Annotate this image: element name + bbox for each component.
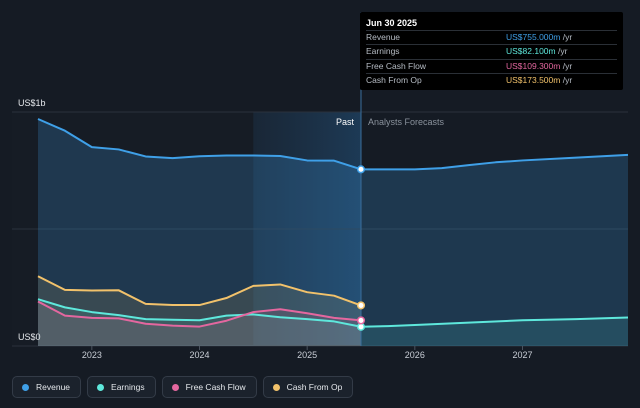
- legend-label: Revenue: [36, 382, 71, 392]
- legend-free-cash-flow-button[interactable]: Free Cash Flow: [161, 376, 257, 398]
- past-label: Past: [336, 117, 355, 127]
- tooltip-row-cash-from-op: Cash From Op US$173.500m /yr: [366, 72, 617, 87]
- revenue-line: [37, 118, 629, 171]
- x-tick-label: 2023: [82, 350, 102, 360]
- hover-markers: [356, 165, 366, 331]
- x-tick-label: 2027: [512, 350, 532, 360]
- revenue-area: [38, 119, 628, 347]
- tooltip-row-earnings: Earnings US$82.100m /yr: [366, 44, 617, 58]
- forecast-label: Analysts Forecasts: [368, 117, 445, 127]
- free-cash-flow-dot-icon: [171, 383, 179, 391]
- tooltip-label: Cash From Op: [366, 74, 422, 85]
- earnings-marker: [356, 322, 366, 331]
- cash-from-op-dot-icon: [272, 383, 280, 391]
- tooltip: Jun 30 2025 Revenue US$755.000m /yr Earn…: [360, 12, 623, 90]
- y-axis-bottom-label: US$0: [18, 332, 41, 342]
- tooltip-row-revenue: Revenue US$755.000m /yr: [366, 30, 617, 44]
- tooltip-date: Jun 30 2025: [366, 18, 418, 28]
- series-layer: [37, 118, 629, 347]
- legend-earnings-button[interactable]: Earnings: [87, 376, 156, 398]
- earnings-area: [38, 299, 628, 346]
- x-axis: 2023 2024 2025 2026 2027: [82, 346, 533, 360]
- tooltip-value: US$82.100m: [506, 46, 556, 57]
- legend-label: Cash From Op: [286, 382, 343, 392]
- tooltip-unit: /yr: [562, 74, 573, 85]
- tooltip-label: Earnings: [366, 46, 400, 57]
- tooltip-row-free-cash-flow: Free Cash Flow US$109.300m /yr: [366, 58, 617, 73]
- x-tick-label: 2026: [405, 350, 425, 360]
- free-cash-flow-line: [37, 300, 362, 328]
- legend: Revenue Earnings Free Cash Flow Cash Fro…: [12, 376, 354, 398]
- cash-from-op-marker: [356, 301, 366, 310]
- tooltip-value: US$173.500m: [506, 74, 561, 85]
- tooltip-unit: /yr: [562, 60, 573, 71]
- free-cash-flow-area: [38, 301, 361, 346]
- earnings-dot-icon: [97, 383, 105, 391]
- cash-from-op-line: [37, 275, 362, 307]
- revenue-marker: [356, 165, 366, 174]
- tooltip-value: US$109.300m: [506, 60, 561, 71]
- y-axis-top-label: US$1b: [18, 98, 46, 108]
- tooltip-value: US$755.000m: [506, 32, 561, 42]
- legend-label: Earnings: [111, 382, 145, 392]
- free-cash-flow-marker: [356, 316, 366, 325]
- x-tick-label: 2025: [297, 350, 317, 360]
- tooltip-label: Free Cash Flow: [366, 60, 426, 71]
- legend-revenue-button[interactable]: Revenue: [12, 376, 82, 398]
- legend-cash-from-op-button[interactable]: Cash From Op: [262, 376, 354, 398]
- tooltip-label: Revenue: [366, 32, 401, 42]
- cash-from-op-area: [38, 276, 361, 346]
- legend-label: Free Cash Flow: [185, 382, 246, 392]
- revenue-dot-icon: [22, 383, 29, 391]
- earnings-line: [37, 298, 629, 328]
- x-tick-label: 2024: [189, 350, 209, 360]
- tooltip-unit: /yr: [562, 32, 573, 42]
- tooltip-unit: /yr: [558, 46, 568, 57]
